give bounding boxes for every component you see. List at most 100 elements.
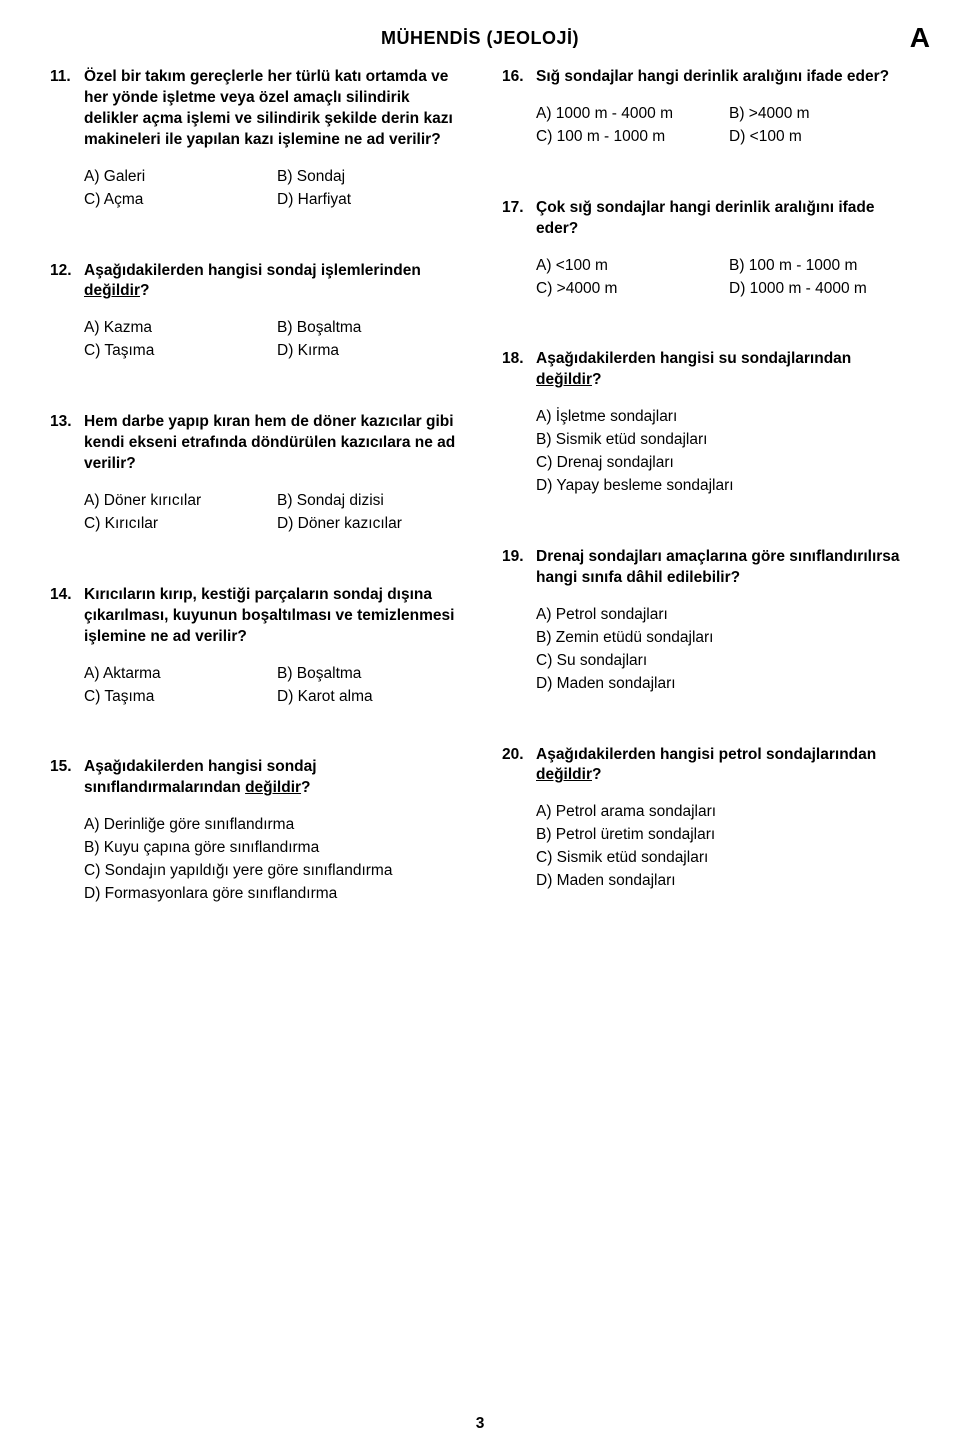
underlined-word: değildir	[84, 282, 140, 299]
question-text: Drenaj sondajları amaçlarına göre sınıfl…	[536, 547, 910, 589]
question-number: 17.	[502, 198, 530, 219]
question-text: Aşağıdakilerden hangisi su sondajlarında…	[536, 349, 910, 391]
option: C) Drenaj sondajları	[536, 453, 910, 474]
question-number: 16.	[502, 67, 530, 88]
question-body: Aşağıdakilerden hangisi sondaj işlemleri…	[84, 261, 458, 363]
option: A) Döner kırıcılar	[84, 491, 265, 512]
option: D) Formasyonlara göre sınıflandırma	[84, 884, 458, 905]
question-number: 18.	[502, 349, 530, 370]
option: B) Kuyu çapına göre sınıflandırma	[84, 838, 458, 859]
options: A) Petrol arama sondajlarıB) Petrol üret…	[536, 802, 910, 892]
question: 15. Aşağıdakilerden hangisi sondaj sınıfl…	[50, 757, 458, 905]
question-number: 14.	[50, 585, 78, 606]
option: A) Galeri	[84, 167, 265, 188]
option: B) Zemin etüdü sondajları	[536, 628, 910, 649]
option: C) Açma	[84, 190, 265, 211]
option: A) <100 m	[536, 256, 717, 277]
option: A) İşletme sondajları	[536, 407, 910, 428]
options: A) <100 m B) 100 m - 1000 m C) >4000 m D) 1…	[536, 256, 910, 300]
option: D) <100 m	[729, 127, 910, 148]
options: A) Galeri B) Sondaj C) Açma D) Harfiyat	[84, 167, 458, 211]
option: A) Kazma	[84, 318, 265, 339]
question-body: Kırıcıların kırıp, kestiği parçaların so…	[84, 585, 458, 708]
question-body: Aşağıdakilerden hangisi petrol sondajlar…	[536, 745, 910, 893]
option: B) Sondaj dizisi	[277, 491, 458, 512]
underlined-word: değildir	[245, 779, 301, 796]
option: D) Maden sondajları	[536, 871, 910, 892]
question: 16. Sığ sondajlar hangi derinlik aralığın…	[502, 67, 910, 148]
option: B) >4000 m	[729, 104, 910, 125]
option: C) Su sondajları	[536, 651, 910, 672]
question-text: Çok sığ sondajlar hangi derinlik aralığı…	[536, 198, 910, 240]
question: 13. Hem darbe yapıp kıran hem de döner ka…	[50, 412, 458, 535]
page-header: MÜHENDİS (JEOLOJİ) A	[50, 28, 910, 49]
underlined-word: değildir	[536, 371, 592, 388]
underlined-word: değildir	[536, 766, 592, 783]
option: C) 100 m - 1000 m	[536, 127, 717, 148]
option: D) Harfiyat	[277, 190, 458, 211]
question: 14. Kırıcıların kırıp, kestiği parçaların…	[50, 585, 458, 708]
option: D) Yapay besleme sondajları	[536, 476, 910, 497]
option: D) Döner kazıcılar	[277, 514, 458, 535]
options: A) İşletme sondajlarıB) Sismik etüd sond…	[536, 407, 910, 497]
question-body: Sığ sondajlar hangi derinlik aralığını i…	[536, 67, 910, 148]
option: D) Kırma	[277, 341, 458, 362]
question: 11. Özel bir takım gereçlerle her türlü k…	[50, 67, 458, 211]
question-text: Aşağıdakilerden hangisi petrol sondajlar…	[536, 745, 910, 787]
options: A) Aktarma B) Boşaltma C) Taşıma D) Karot a…	[84, 664, 458, 708]
question-text: Kırıcıların kırıp, kestiği parçaların so…	[84, 585, 458, 648]
option: D) Karot alma	[277, 687, 458, 708]
page-title: MÜHENDİS (JEOLOJİ)	[381, 28, 579, 48]
question-body: Aşağıdakilerden hangisi sondaj sınıfland…	[84, 757, 458, 905]
question-number: 12.	[50, 261, 78, 282]
option: B) Sismik etüd sondajları	[536, 430, 910, 451]
option: C) Taşıma	[84, 687, 265, 708]
question-body: Özel bir takım gereçlerle her türlü katı…	[84, 67, 458, 211]
option: D) Maden sondajları	[536, 674, 910, 695]
question-body: Drenaj sondajları amaçlarına göre sınıfl…	[536, 547, 910, 695]
option: B) 100 m - 1000 m	[729, 256, 910, 277]
right-column: 16. Sığ sondajlar hangi derinlik aralığın…	[502, 67, 910, 955]
option: A) 1000 m - 4000 m	[536, 104, 717, 125]
left-column: 11. Özel bir takım gereçlerle her türlü k…	[50, 67, 458, 955]
option: C) Sondajın yapıldığı yere göre sınıflan…	[84, 861, 458, 882]
option: B) Boşaltma	[277, 318, 458, 339]
question-body: Çok sığ sondajlar hangi derinlik aralığı…	[536, 198, 910, 300]
variant-letter: A	[910, 22, 930, 54]
options: A) Derinliğe göre sınıflandırmaB) Kuyu ç…	[84, 815, 458, 905]
option: C) Kırıcılar	[84, 514, 265, 535]
question-number: 20.	[502, 745, 530, 766]
question-number: 11.	[50, 67, 78, 88]
option: B) Sondaj	[277, 167, 458, 188]
options: A) Döner kırıcılar B) Sondaj dizisi C) Kır…	[84, 491, 458, 535]
option: A) Derinliğe göre sınıflandırma	[84, 815, 458, 836]
options: A) Petrol sondajlarıB) Zemin etüdü sonda…	[536, 605, 910, 695]
question-number: 13.	[50, 412, 78, 433]
question-text: Aşağıdakilerden hangisi sondaj işlemleri…	[84, 261, 458, 303]
question-text: Aşağıdakilerden hangisi sondaj sınıfland…	[84, 757, 458, 799]
exam-page: MÜHENDİS (JEOLOJİ) A 11. Özel bir takım g…	[0, 0, 960, 1447]
option: C) Taşıma	[84, 341, 265, 362]
question-text: Sığ sondajlar hangi derinlik aralığını i…	[536, 67, 910, 88]
option: B) Petrol üretim sondajları	[536, 825, 910, 846]
option: B) Boşaltma	[277, 664, 458, 685]
questions-columns: 11. Özel bir takım gereçlerle her türlü k…	[50, 67, 910, 955]
options: A) 1000 m - 4000 m B) >4000 m C) 100 m - 1…	[536, 104, 910, 148]
options: A) Kazma B) Boşaltma C) Taşıma D) Kırma	[84, 318, 458, 362]
question: 18. Aşağıdakilerden hangisi su sondajları…	[502, 349, 910, 497]
page-number: 3	[0, 1415, 960, 1433]
question: 20. Aşağıdakilerden hangisi petrol sondaj…	[502, 745, 910, 893]
question-text: Özel bir takım gereçlerle her türlü katı…	[84, 67, 458, 151]
question-number: 19.	[502, 547, 530, 568]
option: C) Sismik etüd sondajları	[536, 848, 910, 869]
question: 17. Çok sığ sondajlar hangi derinlik aral…	[502, 198, 910, 300]
question-text: Hem darbe yapıp kıran hem de döner kazıc…	[84, 412, 458, 475]
question: 12. Aşağıdakilerden hangisi sondaj işleml…	[50, 261, 458, 363]
option: D) 1000 m - 4000 m	[729, 279, 910, 300]
option: A) Petrol sondajları	[536, 605, 910, 626]
question-number: 15.	[50, 757, 78, 778]
option: A) Petrol arama sondajları	[536, 802, 910, 823]
option: A) Aktarma	[84, 664, 265, 685]
option: C) >4000 m	[536, 279, 717, 300]
question-body: Aşağıdakilerden hangisi su sondajlarında…	[536, 349, 910, 497]
